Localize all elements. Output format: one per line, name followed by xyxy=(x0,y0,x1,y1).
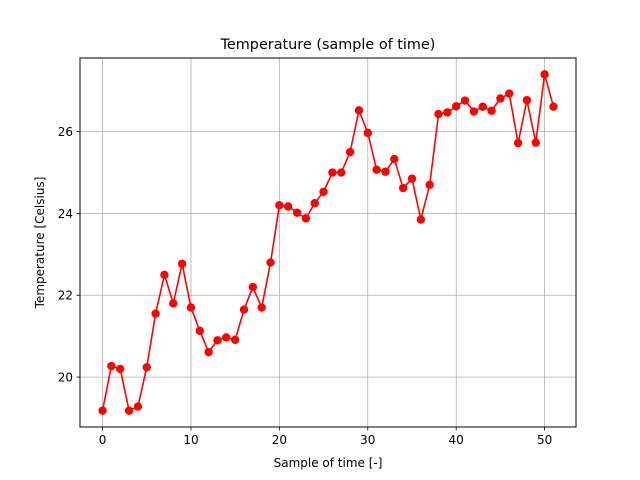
data-point xyxy=(345,147,355,157)
data-point xyxy=(363,128,372,138)
plot-frame xyxy=(79,57,577,428)
y-tick-label: 26 xyxy=(58,125,73,139)
data-point xyxy=(151,309,160,318)
data-point xyxy=(319,187,328,196)
data-point xyxy=(124,406,134,415)
data-point xyxy=(478,102,487,111)
data-point xyxy=(107,361,116,371)
data-point xyxy=(398,183,408,193)
x-tick-label: 20 xyxy=(272,433,287,447)
data-point xyxy=(195,326,204,336)
data-point xyxy=(354,106,364,115)
y-axis-label: Temperature [Celsius] xyxy=(33,177,47,310)
data-point xyxy=(292,208,302,217)
data-point xyxy=(452,102,461,111)
data-point xyxy=(337,168,346,177)
data-point xyxy=(310,199,319,208)
data-point xyxy=(204,347,213,357)
x-tick-label: 40 xyxy=(449,433,464,447)
data-point xyxy=(513,138,523,148)
data-point xyxy=(328,168,337,177)
data-point xyxy=(169,299,178,308)
data-point xyxy=(487,106,496,115)
data-point xyxy=(301,214,311,223)
x-tick-label: 50 xyxy=(537,433,552,447)
x-tick-label: 0 xyxy=(99,433,107,447)
data-point xyxy=(230,335,240,345)
data-point xyxy=(443,108,452,117)
data-point xyxy=(469,107,479,116)
y-tick-label: 24 xyxy=(58,207,73,221)
data-point xyxy=(186,303,196,312)
grid-lines xyxy=(80,58,576,427)
series-line xyxy=(101,73,555,412)
data-point xyxy=(425,180,434,190)
data-point xyxy=(133,402,143,411)
data-point xyxy=(407,174,417,183)
data-point xyxy=(381,167,390,176)
y-tick-label: 22 xyxy=(58,289,73,303)
data-point xyxy=(522,95,532,105)
data-point xyxy=(549,102,558,111)
data-point xyxy=(222,333,231,342)
data-point xyxy=(505,89,514,98)
data-point xyxy=(116,364,125,374)
x-tick-label: 30 xyxy=(360,433,375,447)
chart-title: Temperature (sample of time) xyxy=(220,37,436,53)
x-tick-label: 10 xyxy=(183,433,198,447)
data-point xyxy=(390,154,399,164)
data-point xyxy=(275,201,284,210)
y-tick-label: 20 xyxy=(58,370,73,384)
data-point xyxy=(248,282,258,292)
data-point xyxy=(531,138,540,147)
data-point xyxy=(142,363,151,372)
data-point xyxy=(284,202,293,211)
data-point xyxy=(160,270,169,280)
data-point xyxy=(98,406,107,415)
data-point xyxy=(239,305,249,314)
data-point xyxy=(266,258,275,267)
x-axis-label: Sample of time [-] xyxy=(274,456,383,470)
data-point xyxy=(177,259,187,268)
data-point xyxy=(257,303,266,312)
data-point xyxy=(213,336,222,345)
ticks: 0 10 20 30 40 50 20 22 24 26 xyxy=(58,125,553,447)
series-layer xyxy=(98,70,558,415)
data-point xyxy=(496,94,505,103)
data-point xyxy=(434,109,443,119)
data-point xyxy=(540,70,549,79)
data-point xyxy=(372,165,381,174)
data-point xyxy=(416,215,426,224)
data-point xyxy=(460,96,470,105)
